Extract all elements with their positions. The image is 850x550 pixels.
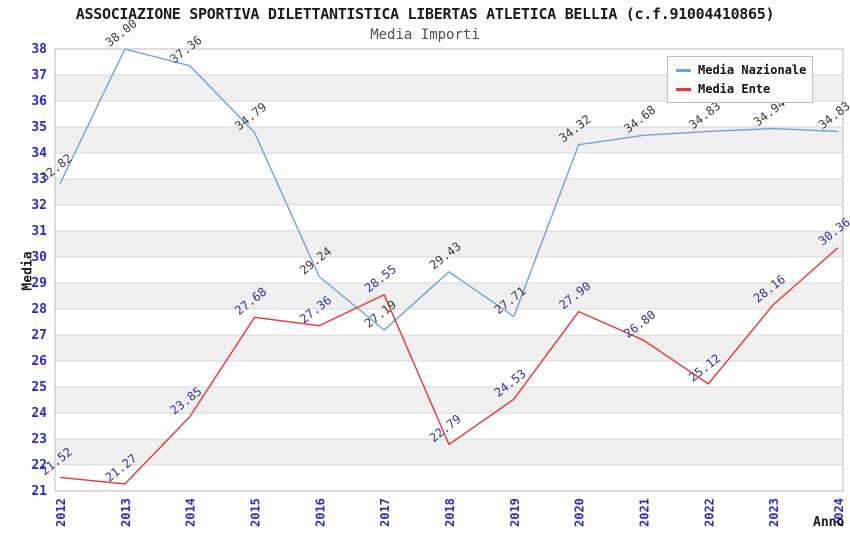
y-tick-label: 37 — [31, 68, 47, 83]
x-tick-label: 2022 — [702, 498, 716, 527]
y-tick-label: 34 — [31, 146, 47, 161]
plot-band — [55, 335, 843, 361]
y-tick-label: 23 — [31, 432, 47, 447]
chart-title: ASSOCIAZIONE SPORTIVA DILETTANTISTICA LI… — [75, 5, 775, 23]
x-tick-label: 2015 — [249, 498, 263, 527]
y-tick-label: 38 — [31, 42, 47, 57]
x-tick-label: 2018 — [443, 498, 457, 527]
legend-item-media-ente: Media Ente — [676, 82, 806, 96]
y-tick-label: 30 — [31, 250, 47, 265]
y-tick-label: 27 — [31, 328, 47, 343]
x-tick-label: 2021 — [638, 498, 652, 527]
y-tick-label: 28 — [31, 302, 47, 317]
y-tick-label: 31 — [31, 224, 47, 239]
x-tick-label: 2019 — [508, 498, 522, 527]
plot-band — [55, 231, 843, 257]
x-tick-label: 2017 — [378, 498, 392, 527]
legend-label: Media Nazionale — [698, 63, 807, 77]
x-tick-label: 2016 — [313, 498, 327, 527]
x-tick-label: 2014 — [184, 498, 198, 527]
x-tick-label: 2013 — [119, 498, 133, 527]
y-tick-label: 24 — [31, 406, 47, 421]
y-tick-label: 21 — [31, 484, 47, 499]
point-label: 37.36 — [167, 33, 204, 66]
x-tick-label: 2023 — [767, 498, 781, 527]
plot-band — [55, 283, 843, 309]
x-tick-label: 2024 — [832, 498, 846, 527]
legend-label: Media Ente — [698, 82, 771, 96]
x-tick-label: 2020 — [573, 498, 587, 527]
point-label: 38.00 — [103, 16, 140, 49]
legend-box: Media Nazionale Media Ente — [667, 56, 813, 103]
plot-band — [55, 387, 843, 413]
y-tick-label: 26 — [31, 354, 47, 369]
y-tick-label: 22 — [31, 458, 47, 473]
line-marker-icon — [676, 68, 691, 72]
plot-band — [55, 179, 843, 205]
y-axis-title: Media — [20, 251, 36, 291]
y-tick-label: 25 — [31, 380, 47, 395]
chart-subtitle: Media Importi — [370, 27, 480, 43]
y-tick-label: 35 — [31, 120, 47, 135]
x-tick-label: 2012 — [54, 498, 68, 527]
y-tick-label: 33 — [31, 172, 47, 187]
y-tick-label: 32 — [31, 198, 47, 213]
line-marker-icon — [676, 87, 691, 91]
legend-item-media-nazionale: Media Nazionale — [676, 63, 806, 77]
series-line-media-ente — [59, 247, 839, 485]
y-tick-label: 29 — [31, 276, 47, 291]
x-axis-title: Anno — [813, 515, 845, 530]
y-tick-label: 36 — [31, 94, 47, 109]
series-line-media-nazionale — [59, 48, 839, 331]
plot-border — [54, 48, 844, 492]
